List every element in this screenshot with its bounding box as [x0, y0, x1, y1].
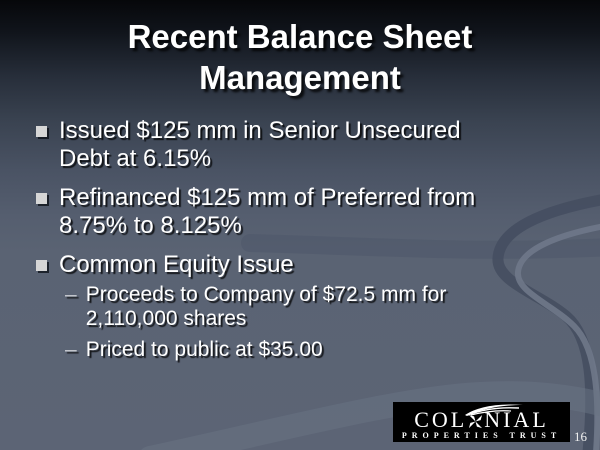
bullet-text: Common Equity Issue	[59, 251, 294, 279]
bullet-item: Common Equity Issue	[36, 251, 576, 279]
flag-swoosh-icon	[465, 404, 523, 416]
bullet-text: Refinanced $125 mm of Preferred from 8.7…	[59, 184, 475, 240]
bullet-square-icon	[36, 260, 47, 271]
pinwheel-o-icon	[469, 414, 483, 429]
logo-wordmark: COL NIAL	[393, 409, 570, 431]
sub-bullet-text-line: 2,110,000 shares	[85, 307, 247, 330]
bullet-text-line: Refinanced $125 mm of Preferred from	[59, 184, 476, 211]
bullet-text-line: Debt at 6.15%	[59, 145, 212, 172]
logo-text-nial: NIAL	[484, 407, 549, 432]
title-line-2: Management	[199, 59, 401, 96]
colonial-properties-logo: COL NIAL PROPERTIES TRUST	[393, 402, 570, 442]
dash-bullet-icon: –	[65, 283, 77, 306]
slide-title: Recent Balance Sheet Management	[0, 16, 600, 98]
title-line-1: Recent Balance Sheet	[127, 18, 473, 55]
bullet-text: Issued $125 mm in Senior Unsecured Debt …	[59, 117, 461, 173]
bullet-text-line: Common Equity Issue	[59, 251, 294, 278]
bullet-square-icon	[36, 193, 47, 204]
sub-bullet-text: Proceeds to Company of $72.5 mm for 2,11…	[86, 283, 447, 331]
sub-bullet-text: Priced to public at $35.00	[86, 338, 323, 362]
bullet-text-line: 8.75% to 8.125%	[59, 212, 242, 239]
logo-text-col: COL	[414, 407, 468, 432]
bullet-square-icon	[36, 126, 47, 137]
sub-bullet-text-line: Proceeds to Company of $72.5 mm for	[85, 283, 447, 306]
sub-bullet-item: – Proceeds to Company of $72.5 mm for 2,…	[65, 283, 576, 331]
sub-bullet-item: – Priced to public at $35.00	[65, 338, 576, 362]
logo-subtitle: PROPERTIES TRUST	[401, 431, 562, 440]
dash-bullet-icon: –	[65, 338, 77, 361]
page-number: 16	[574, 429, 587, 444]
sub-bullet-text-line: Priced to public at $35.00	[85, 338, 323, 361]
bullet-list: Issued $125 mm in Senior Unsecured Debt …	[36, 117, 576, 362]
bullet-item: Issued $125 mm in Senior Unsecured Debt …	[36, 117, 576, 173]
bullet-text-line: Issued $125 mm in Senior Unsecured	[59, 117, 461, 144]
bullet-item: Refinanced $125 mm of Preferred from 8.7…	[36, 184, 576, 240]
